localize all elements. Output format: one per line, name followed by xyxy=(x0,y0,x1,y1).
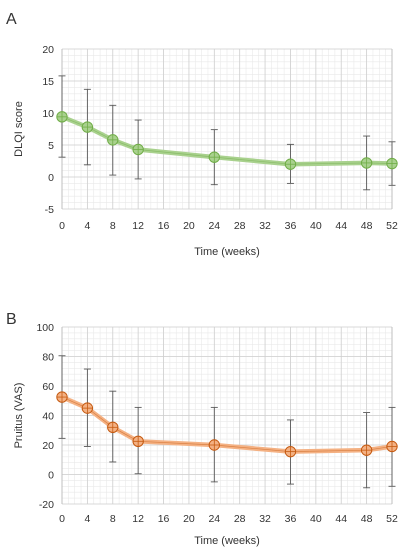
x-tick-label: 52 xyxy=(386,220,398,232)
x-tick-label: 4 xyxy=(84,220,90,232)
data-point xyxy=(107,421,119,433)
x-axis-title: Time (weeks) xyxy=(194,246,260,258)
data-point xyxy=(208,151,221,163)
data-point xyxy=(81,402,94,414)
data-point xyxy=(56,391,68,403)
x-tick-label: 48 xyxy=(361,220,373,232)
y-tick-label: 100 xyxy=(36,322,54,334)
data-point xyxy=(386,440,398,453)
y-tick-label: 0 xyxy=(48,470,54,482)
x-tick-label: 20 xyxy=(183,513,195,525)
y-tick-label: 5 xyxy=(48,140,54,152)
data-point xyxy=(81,121,94,133)
x-tick-label: 36 xyxy=(285,220,297,232)
x-tick-label: 8 xyxy=(110,513,116,525)
x-tick-label: 28 xyxy=(234,220,246,232)
y-tick-label: 20 xyxy=(42,440,54,452)
y-tick-label: 60 xyxy=(42,381,54,393)
data-point xyxy=(132,143,144,156)
data-point xyxy=(284,158,297,170)
data-point xyxy=(56,111,68,123)
panel-label: A xyxy=(6,11,17,28)
x-tick-label: 12 xyxy=(132,220,144,232)
x-tick-label: 24 xyxy=(208,513,220,525)
x-tick-label: 4 xyxy=(84,513,90,525)
x-tick-label: 52 xyxy=(386,513,398,525)
x-tick-label: 48 xyxy=(361,513,373,525)
y-tick-label: 40 xyxy=(42,411,54,423)
x-axis-title: Time (weeks) xyxy=(194,535,260,547)
x-tick-label: 40 xyxy=(310,513,322,525)
data-point xyxy=(132,435,144,448)
y-axis-title: DLQI score xyxy=(13,101,25,157)
y-axis-title: Pruitus (VAS) xyxy=(13,383,25,449)
y-tick-label: -20 xyxy=(39,499,54,511)
data-point xyxy=(284,445,297,458)
x-tick-label: 28 xyxy=(234,513,246,525)
x-tick-label: 36 xyxy=(285,513,297,525)
x-tick-label: 44 xyxy=(335,220,347,232)
data-point xyxy=(360,444,373,456)
x-tick-label: 16 xyxy=(158,513,170,525)
y-tick-label: 15 xyxy=(42,76,54,88)
data-point xyxy=(208,439,221,451)
y-tick-label: 80 xyxy=(42,352,54,364)
x-tick-label: 0 xyxy=(59,220,65,232)
x-tick-label: 8 xyxy=(110,220,116,232)
y-tick-label: -5 xyxy=(45,204,54,216)
data-point xyxy=(107,134,119,146)
x-tick-label: 44 xyxy=(335,513,347,525)
x-tick-label: 0 xyxy=(59,513,65,525)
data-point xyxy=(386,157,398,170)
x-tick-label: 32 xyxy=(259,220,271,232)
x-tick-label: 40 xyxy=(310,220,322,232)
x-tick-label: 20 xyxy=(183,220,195,232)
y-tick-label: 10 xyxy=(42,108,54,120)
data-point xyxy=(360,157,373,169)
y-tick-label: 0 xyxy=(48,172,54,184)
panel-label: B xyxy=(6,311,17,328)
x-tick-label: 16 xyxy=(158,220,170,232)
x-tick-label: 32 xyxy=(259,513,271,525)
x-tick-label: 12 xyxy=(132,513,144,525)
x-tick-label: 24 xyxy=(208,220,220,232)
y-tick-label: 20 xyxy=(42,44,54,56)
